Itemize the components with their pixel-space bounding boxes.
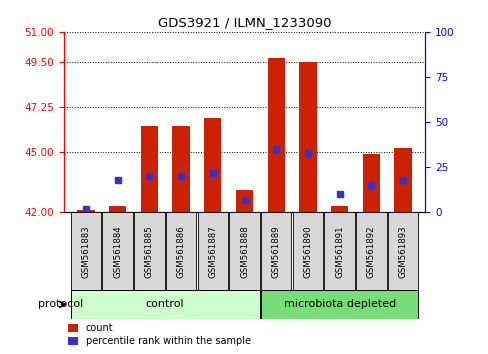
Bar: [235, 190, 253, 212]
Text: GSM561887: GSM561887: [208, 225, 217, 278]
Bar: [267, 58, 285, 212]
Text: GSM561892: GSM561892: [366, 225, 375, 278]
Text: microbiota depleted: microbiota depleted: [283, 299, 395, 309]
Bar: [70, 290, 259, 319]
Legend: count, percentile rank within the sample: count, percentile rank within the sample: [68, 324, 250, 346]
Bar: [172, 126, 189, 212]
Text: GSM561888: GSM561888: [240, 225, 248, 278]
Bar: [229, 212, 259, 290]
Bar: [77, 210, 94, 212]
Title: GDS3921 / ILMN_1233090: GDS3921 / ILMN_1233090: [158, 16, 330, 29]
Bar: [140, 126, 158, 212]
Text: protocol: protocol: [38, 299, 83, 309]
Text: GSM561893: GSM561893: [398, 225, 407, 278]
Bar: [261, 290, 418, 319]
Bar: [292, 212, 323, 290]
Bar: [394, 148, 411, 212]
Bar: [70, 212, 101, 290]
Bar: [299, 62, 316, 212]
Text: GSM561889: GSM561889: [271, 225, 280, 278]
Bar: [102, 212, 133, 290]
Bar: [108, 206, 126, 212]
Bar: [387, 212, 418, 290]
Bar: [197, 212, 227, 290]
Bar: [362, 154, 380, 212]
Text: GSM561883: GSM561883: [81, 225, 90, 278]
Bar: [261, 212, 291, 290]
Text: GSM561886: GSM561886: [176, 225, 185, 278]
Bar: [165, 212, 196, 290]
Text: GSM561884: GSM561884: [113, 225, 122, 278]
Bar: [134, 212, 164, 290]
Bar: [355, 212, 386, 290]
Text: GSM561890: GSM561890: [303, 225, 312, 278]
Bar: [330, 206, 348, 212]
Text: control: control: [145, 299, 184, 309]
Text: GSM561885: GSM561885: [144, 225, 153, 278]
Bar: [203, 118, 221, 212]
Bar: [324, 212, 354, 290]
Text: GSM561891: GSM561891: [335, 225, 344, 278]
